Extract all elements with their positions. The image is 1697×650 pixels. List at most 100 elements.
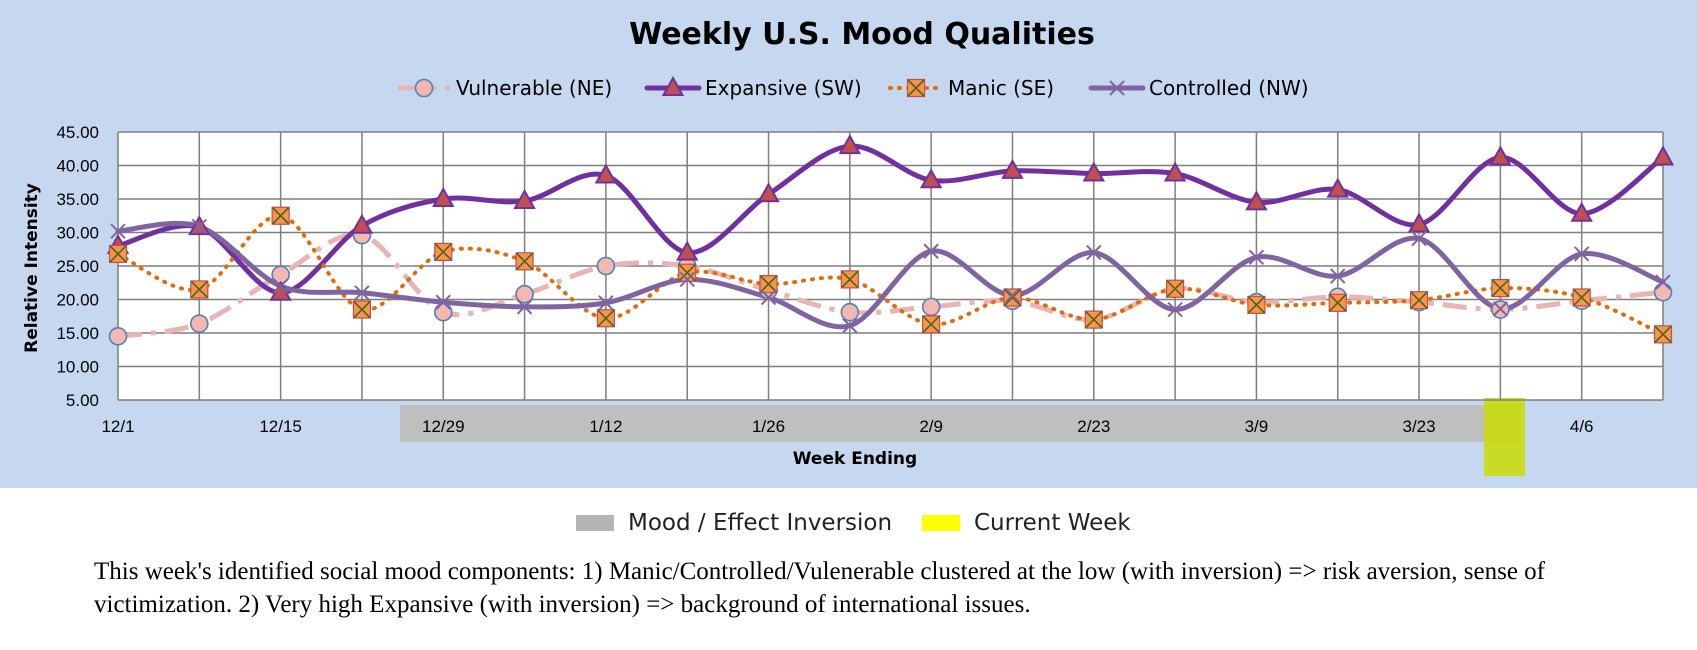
data-point-1: [1082, 161, 1105, 182]
data-point-2: [678, 263, 697, 282]
data-point-3: [1655, 274, 1671, 290]
data-point-0: [433, 302, 453, 322]
data-point-2: [352, 300, 372, 319]
data-point-2: [1491, 279, 1510, 298]
y-tick-label: 30.00: [56, 224, 99, 243]
data-point-1: [838, 134, 862, 155]
caption-text: This week's identified social mood compo…: [94, 558, 1545, 618]
data-point-1: [676, 240, 699, 261]
x-axis-title: Week Ending: [793, 449, 917, 469]
data-point-3: [110, 223, 126, 239]
data-point-2: [1328, 293, 1347, 312]
data-point-1: [594, 163, 618, 184]
data-point-2: [922, 315, 941, 334]
data-point-0: [108, 327, 128, 346]
current-week-label: Current Week: [974, 510, 1131, 536]
chart-legend: Vulnerable (NE) Expansive (SW) Manic (SE) C…: [398, 75, 1309, 100]
data-point-3: [760, 289, 777, 306]
y-tick-label: 10.00: [56, 358, 99, 377]
x-tick-label: 1/26: [752, 417, 785, 436]
data-point-2: [271, 206, 290, 225]
data-point-1: [1570, 201, 1593, 222]
inversion-label: Mood / Effect Inversion: [628, 510, 893, 536]
data-point-0: [596, 256, 616, 276]
data-point-2: [1247, 295, 1266, 314]
data-point-2: [434, 242, 453, 262]
data-point-1: [1407, 212, 1431, 233]
y-tick-label: 35.00: [56, 190, 99, 209]
data-point-2: [515, 252, 534, 271]
data-point-0: [190, 314, 209, 333]
data-point-3: [354, 285, 370, 301]
y-axis-ticks: 5.00 10.00 15.00 20.00 25.00 30.00 35.00 40.00 4…: [56, 123, 99, 410]
data-point-2: [1572, 288, 1591, 307]
data-point-3: [1492, 301, 1509, 317]
data-point-1: [1163, 161, 1187, 182]
data-point-2: [1166, 279, 1185, 298]
data-point-3: [1573, 246, 1590, 262]
current-week-band: [1484, 398, 1525, 476]
y-tick-label: 25.00: [56, 257, 99, 276]
legend-marker-0: [414, 78, 434, 98]
series-line-0: [117, 231, 1664, 339]
series-line-2: [116, 213, 1665, 337]
legend-marker-3: [1109, 80, 1125, 96]
y-tick-label: 45.00: [56, 123, 99, 142]
legend-marker-1: [661, 75, 685, 96]
x-tick-label: 12/15: [259, 417, 302, 436]
x-tick-label: 3/23: [1403, 417, 1436, 436]
data-point-2: [1653, 325, 1673, 344]
inversion-legend: Mood / Effect Inversion Current Week: [560, 498, 1160, 548]
inversion-band: [400, 405, 1520, 442]
data-point-1: [1489, 145, 1512, 166]
data-point-1: [1001, 158, 1024, 179]
data-point-2: [190, 280, 209, 299]
data-point-1: [1326, 177, 1349, 198]
y-tick-label: 20.00: [56, 291, 99, 310]
data-point-3: [1004, 287, 1021, 304]
mood-chart: Weekly U.S. Mood Qualities Vulnerable (N…: [22, 17, 1675, 476]
data-point-3: [1330, 268, 1346, 284]
data-point-2: [759, 274, 778, 294]
data-point-3: [1167, 301, 1183, 318]
legend-label-2: Manic (SE): [948, 76, 1054, 100]
data-point-1: [919, 168, 943, 189]
y-tick-label: 40.00: [56, 157, 99, 176]
data-point-1: [757, 182, 780, 203]
data-point-0: [840, 302, 860, 322]
data-point-1: [1651, 145, 1675, 166]
x-tick-label: 2/23: [1077, 417, 1110, 436]
inversion-legend-item: Mood / Effect Inversion: [576, 510, 892, 536]
data-point-1: [350, 213, 374, 234]
data-point-2: [840, 270, 859, 289]
current-week-legend-item: Current Week: [922, 510, 1131, 536]
data-point-3: [842, 317, 858, 334]
data-point-0: [515, 284, 534, 304]
legend-label-0: Vulnerable (NE): [456, 76, 612, 100]
data-point-3: [923, 243, 939, 259]
data-point-1: [1245, 190, 1268, 211]
data-point-2: [1003, 288, 1022, 307]
data-point-3: [679, 271, 695, 288]
series-markers: [106, 134, 1675, 346]
legend-marker-2: [906, 78, 926, 98]
data-point-3: [1411, 230, 1427, 247]
data-point-2: [1409, 291, 1429, 310]
data-point-0: [921, 297, 941, 317]
x-tick-label: 4/6: [1570, 417, 1594, 436]
x-tick-label: 2/9: [919, 417, 943, 436]
x-tick-label: 1/12: [589, 417, 622, 436]
data-point-1: [432, 186, 455, 207]
inversion-swatch: [576, 515, 614, 531]
current-week-swatch: [922, 515, 960, 531]
data-point-3: [516, 299, 533, 315]
data-point-2: [596, 309, 615, 328]
data-point-3: [1248, 249, 1265, 265]
y-tick-label: 15.00: [56, 324, 99, 343]
x-tick-label: 12/1: [101, 417, 134, 436]
data-point-1: [513, 188, 536, 210]
data-point-3: [1086, 244, 1102, 261]
data-point-3: [272, 278, 289, 294]
x-tick-label: 3/9: [1245, 417, 1269, 436]
data-point-3: [435, 294, 451, 310]
